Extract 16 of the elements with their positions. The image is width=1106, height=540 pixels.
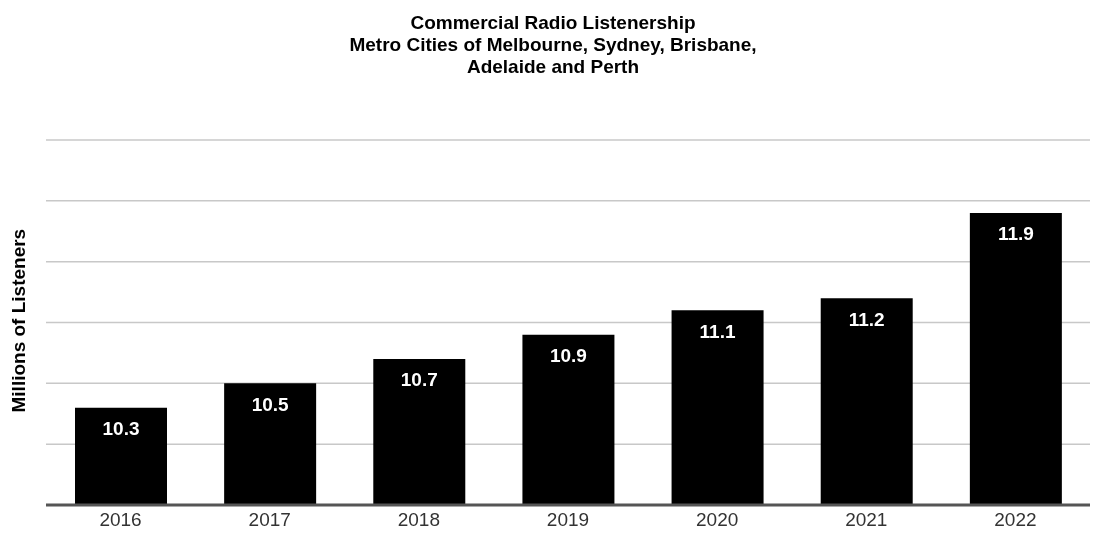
chart-title: Commercial Radio Listenership Metro Cities of Melbourne, Sydney, Brisbane, Adelaide and Perth — [348, 12, 758, 78]
y-axis-title: Millions of Listeners — [7, 228, 29, 413]
x-tick-label: 2021 — [845, 509, 888, 531]
data-label: 11.1 — [699, 320, 736, 342]
data-label: 11.2 — [848, 308, 885, 330]
x-tick-label: 2016 — [99, 509, 142, 531]
x-tick-label: 2019 — [546, 509, 590, 531]
data-label: 10.9 — [549, 345, 587, 367]
data-label: 10.5 — [251, 393, 290, 415]
x-tick-label: 2018 — [397, 509, 440, 531]
data-label: 10.7 — [400, 369, 438, 391]
x-tick-label: 2020 — [696, 509, 739, 531]
data-label: 11.9 — [997, 223, 1034, 245]
data-label: 10.3 — [102, 418, 140, 440]
x-tick-label: 2022 — [994, 509, 1037, 531]
x-tick-label: 2017 — [248, 509, 291, 531]
